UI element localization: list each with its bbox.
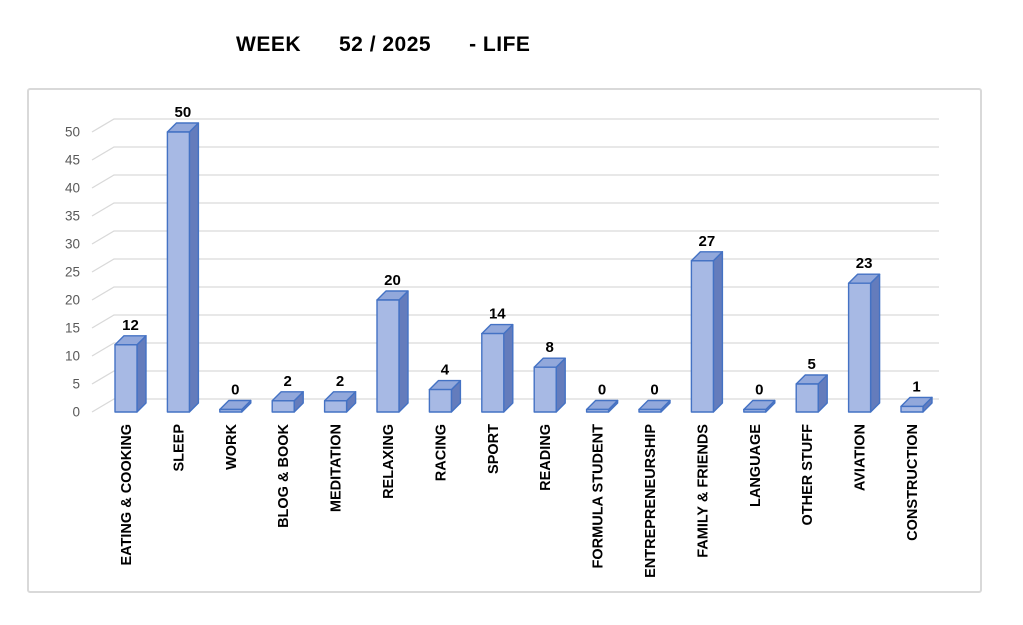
category-label: EATING & COOKING: [119, 424, 135, 566]
gridline: [91, 146, 939, 161]
bar-front-face: [271, 400, 295, 413]
category-label: RACING: [433, 424, 449, 481]
bar-family-friends[interactable]: [690, 251, 724, 413]
bar-side-face: [869, 273, 881, 413]
gridline: [91, 286, 939, 301]
bar-sport[interactable]: [481, 323, 514, 413]
category-label: FAMILY & FRIENDS: [695, 424, 711, 558]
y-axis-label: 5: [72, 377, 80, 392]
bar-front-face: [585, 408, 610, 413]
bar-front-face: [690, 260, 715, 413]
bar-front-face: [114, 344, 138, 413]
category-label: ENTREPRENEURSHIP: [643, 424, 659, 578]
value-label: 0: [598, 382, 606, 399]
bar-front-face: [900, 405, 924, 413]
category-label: FORMULA STUDENT: [591, 424, 607, 569]
bar-sleep[interactable]: [166, 122, 200, 413]
bar-front-face: [795, 383, 819, 413]
category-label: LANGUAGE: [748, 424, 764, 507]
bar-side-face: [188, 122, 200, 413]
category-label: RELAXING: [381, 424, 397, 499]
bar-front-face: [219, 408, 243, 413]
value-label: 14: [489, 306, 506, 323]
bar-front-face: [166, 131, 191, 413]
value-label: 12: [122, 317, 139, 334]
bar-front-face: [743, 408, 767, 413]
category-label: BLOG & BOOK: [276, 423, 292, 527]
bar-construction[interactable]: [900, 396, 933, 413]
chart-plot-area: 0 5 10 15 20 25 30 35 40 45 50 12 EATING & COOKING 50…: [27, 88, 982, 593]
y-axis-label: 45: [65, 153, 80, 168]
bar-front-face: [481, 332, 505, 413]
y-axis-label: 10: [65, 349, 80, 364]
category-label: OTHER STUFF: [800, 424, 816, 526]
bar-front-face: [847, 282, 872, 413]
bar-side-face: [503, 323, 514, 413]
bar-reading[interactable]: [533, 357, 566, 413]
bar-side-face: [712, 251, 724, 413]
category-label: SLEEP: [171, 424, 187, 472]
value-label: 0: [231, 382, 239, 399]
bar-front-face: [533, 366, 557, 413]
bar-relaxing[interactable]: [376, 290, 409, 413]
bar-formula-student[interactable]: [585, 399, 619, 413]
gridlines: [91, 118, 939, 413]
y-axis-label: 25: [65, 265, 80, 280]
category-label: SPORT: [486, 424, 502, 474]
gridline: [91, 202, 939, 217]
bar-blog-book[interactable]: [271, 391, 304, 413]
bar-front-face: [638, 408, 662, 413]
gridline: [91, 370, 939, 385]
y-axis: 0 5 10 15 20 25 30 35 40 45 50: [65, 125, 80, 420]
y-axis-label: 15: [65, 321, 80, 336]
category-label: CONSTRUCTION: [905, 424, 921, 541]
gridline: [91, 342, 939, 357]
value-label: 2: [284, 373, 292, 390]
gridline: [91, 230, 939, 245]
value-label: 2: [336, 373, 344, 390]
y-axis-label: 0: [72, 405, 80, 420]
gridline: [91, 398, 939, 413]
value-label: 0: [755, 382, 763, 399]
value-label: 1: [912, 378, 920, 395]
value-label: 5: [808, 356, 816, 373]
category-label: MEDITATION: [329, 424, 345, 512]
category-label: READING: [538, 424, 554, 491]
category-label: AVIATION: [853, 424, 869, 491]
value-label: 50: [175, 104, 192, 121]
y-axis-label: 35: [65, 209, 80, 224]
bar-eating-cooking[interactable]: [114, 335, 147, 413]
y-axis-label: 20: [65, 293, 80, 308]
gridline: [91, 258, 939, 273]
value-label: 20: [384, 272, 401, 289]
bar-front-face: [376, 299, 400, 413]
value-label: 0: [650, 382, 658, 399]
y-axis-label: 50: [65, 125, 80, 140]
value-label: 8: [546, 339, 554, 356]
y-axis-label: 40: [65, 181, 80, 196]
gridline: [91, 314, 939, 329]
gridline: [91, 118, 939, 133]
value-label: 27: [699, 233, 716, 250]
chart-title: WEEK 52 / 2025 - LIFE: [236, 33, 531, 56]
bar-meditation[interactable]: [323, 391, 357, 413]
bar-language[interactable]: [743, 399, 776, 413]
bar-side-face: [136, 335, 147, 413]
bar-entrepreneurship[interactable]: [638, 399, 671, 413]
bar-side-face: [398, 290, 409, 413]
bar-aviation[interactable]: [847, 273, 881, 413]
bar-racing[interactable]: [428, 379, 462, 413]
bar-work[interactable]: [219, 399, 252, 413]
gridline: [91, 174, 939, 189]
value-label: 4: [441, 362, 450, 379]
bar-front-face: [323, 400, 348, 413]
bar-front-face: [428, 388, 453, 413]
value-label: 23: [856, 255, 873, 272]
y-axis-label: 30: [65, 237, 80, 252]
bar-other-stuff[interactable]: [795, 374, 828, 413]
category-label: WORK: [224, 423, 240, 469]
